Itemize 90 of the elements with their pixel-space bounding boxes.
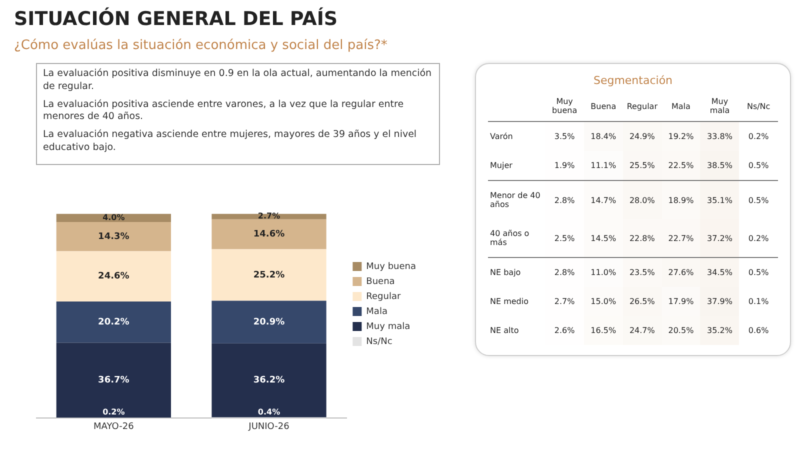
bar xyxy=(56,301,171,343)
legend-label: Muy mala xyxy=(366,322,410,332)
legend-label: Muy buena xyxy=(366,262,416,272)
data-label: 15.0% xyxy=(584,287,623,316)
y-tick-label: NE bajo xyxy=(489,267,522,279)
legend-label: Buena xyxy=(366,276,395,287)
chart-subtitle: ¿Cómo evalúas la situación económica y social del país?* xyxy=(14,38,388,53)
data-label: 2.5% xyxy=(545,219,584,258)
data-label: 0.2% xyxy=(747,131,770,143)
bar xyxy=(212,343,326,418)
data-label: 25.2% xyxy=(253,270,285,280)
data-label: 14.3% xyxy=(98,232,130,242)
y-tick-label: NE alto xyxy=(489,325,520,337)
data-label: 0.2% xyxy=(102,407,125,416)
x-tick-label: Regular xyxy=(626,100,658,113)
data-label: 0.5% xyxy=(747,160,770,172)
data-label: 18.9% xyxy=(662,180,700,219)
data-label: 0.2% xyxy=(747,232,770,244)
data-label: 24.9% xyxy=(622,122,662,151)
data-label: 20.2% xyxy=(98,317,130,328)
data-label: 2.6% xyxy=(545,316,584,345)
data-label: 0.6% xyxy=(739,316,778,345)
y-tick-label: Varón xyxy=(489,131,514,143)
data-label: 38.5% xyxy=(700,151,740,180)
data-label: 4.0% xyxy=(102,212,125,222)
data-label: 24.6% xyxy=(98,272,130,282)
data-label: 37.9% xyxy=(700,287,740,316)
bar xyxy=(212,219,326,250)
x-tick-label: Mala xyxy=(670,100,692,112)
legend-label: Ns/Nc xyxy=(366,336,392,347)
data-label: 37.2% xyxy=(700,219,740,258)
data-label: 0.5% xyxy=(747,194,770,206)
y-tick-label: 40 años o más xyxy=(489,228,530,249)
data-label: 35.2% xyxy=(700,316,740,345)
bar xyxy=(212,300,326,344)
y-tick-label: Menor de 40 años xyxy=(489,190,542,211)
bar xyxy=(212,214,326,220)
data-label: 23.5% xyxy=(622,258,662,287)
x-tick-label: JUNIO-26 xyxy=(248,422,290,432)
bar xyxy=(56,342,171,418)
data-label: 11.0% xyxy=(584,258,623,287)
data-label: 2.8% xyxy=(545,258,584,287)
data-label: 34.5% xyxy=(700,258,740,287)
bar xyxy=(56,222,171,252)
data-label: 14.6% xyxy=(253,230,285,240)
data-label: 2.8% xyxy=(545,180,584,219)
data-label: 16.5% xyxy=(584,316,623,345)
data-label: 18.4% xyxy=(584,122,623,151)
data-label: 24.7% xyxy=(622,316,662,345)
data-label: 25.5% xyxy=(622,151,662,180)
y-tick-label: Mujer xyxy=(489,160,514,172)
data-label: 26.5% xyxy=(622,287,662,316)
chart-title: Segmentación xyxy=(592,74,674,87)
x-tick-label: Muy mala xyxy=(708,96,731,117)
data-label: 22.5% xyxy=(662,151,700,180)
x-tick-label: MAYO-26 xyxy=(94,422,134,432)
data-label: 35.1% xyxy=(700,180,740,219)
x-tick-label: Buena xyxy=(590,100,618,112)
bar xyxy=(212,249,326,301)
y-tick-label: NE medio xyxy=(489,296,530,308)
x-tick-label: Muy buena xyxy=(551,96,578,117)
data-label: 20.9% xyxy=(253,317,285,328)
data-label: 0.5% xyxy=(747,267,770,279)
data-label: 11.1% xyxy=(584,151,623,180)
data-label: 17.9% xyxy=(662,287,700,316)
text: La evaluación positiva asciende entre varones, a la vez que la regular entre menores de 40 años. xyxy=(43,98,405,124)
chart-title: SITUACIÓN GENERAL DEL PAÍS xyxy=(14,8,339,30)
data-label: 36.7% xyxy=(98,376,130,386)
data-label: 36.2% xyxy=(253,376,285,386)
data-label: 22.7% xyxy=(662,219,700,258)
data-label: 19.2% xyxy=(662,122,700,151)
data-label: 2.7% xyxy=(258,212,280,221)
data-label: 28.0% xyxy=(622,180,662,219)
data-label: 22.8% xyxy=(622,219,662,258)
data-label: 0.4% xyxy=(258,407,280,416)
text: La evaluación negativa asciende entre mujeres, mayores de 39 años y el nivel educativo bajo. xyxy=(43,129,418,155)
data-label: 33.8% xyxy=(700,122,740,151)
x-tick-label: Ns/Nc xyxy=(746,100,772,112)
data-label: 14.7% xyxy=(584,180,623,219)
data-label: 0.1% xyxy=(747,296,770,308)
data-label: 20.5% xyxy=(662,316,700,345)
bar xyxy=(56,251,171,302)
data-label: 27.6% xyxy=(662,258,700,287)
data-label: 14.5% xyxy=(584,219,623,258)
text: La evaluación positiva disminuye en 0.9 en la ola actual, aumentando la mención de regular. xyxy=(43,68,433,94)
data-label: 2.7% xyxy=(545,287,584,316)
data-label: 3.5% xyxy=(545,122,584,151)
legend-label: Mala xyxy=(366,306,388,317)
data-label: 1.9% xyxy=(545,151,584,180)
legend-label: Regular xyxy=(366,292,401,302)
